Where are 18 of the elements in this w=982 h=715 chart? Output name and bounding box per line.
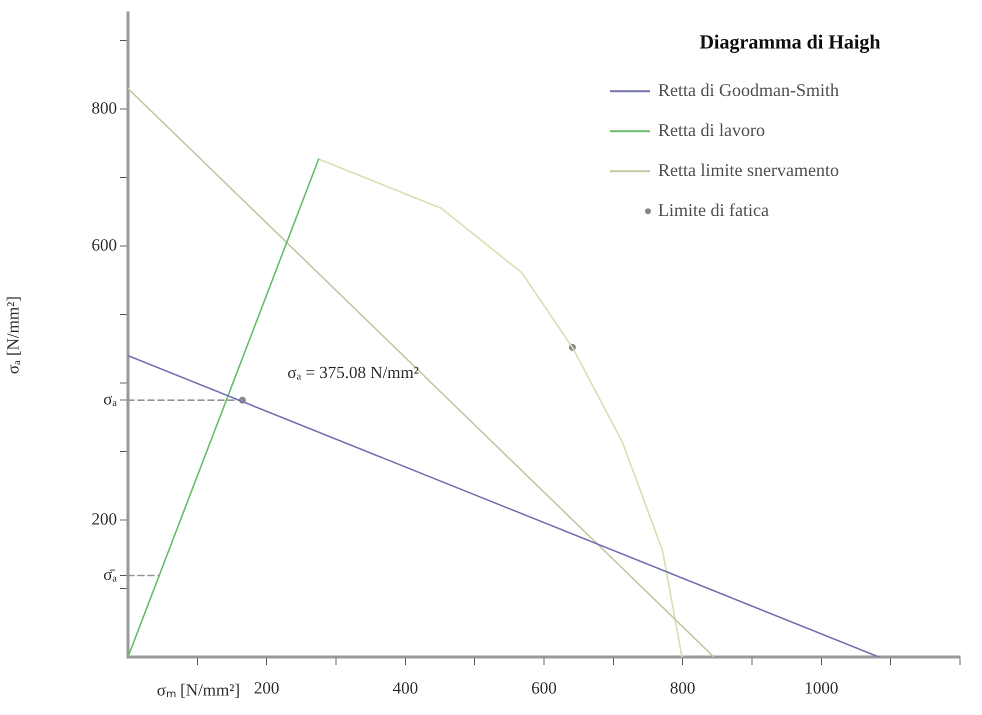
x-tick-label: 1000 (804, 678, 838, 698)
x-tick-label: 600 (531, 678, 557, 698)
x-tick-label: 800 (670, 678, 696, 698)
y-axis-title: σₐ [N/mm²] (4, 296, 23, 374)
y-tick-label: σ̄ₐ (103, 564, 118, 584)
text: Diagramma di Haigh (699, 31, 881, 54)
annotation: σₐ = 375.08 N/mm² (287, 363, 419, 382)
x-tick-label: 200 (254, 678, 280, 698)
y-tick-label: 800 (92, 98, 117, 118)
x-axis-title: σₘ [N/mm²] (156, 680, 240, 700)
y-tick-label: 600 (92, 236, 117, 255)
y-tick-label: 200 (92, 509, 117, 528)
legend-label: Limite di fatica (658, 200, 769, 220)
x-tick-label: 400 (392, 678, 418, 698)
legend-label: Retta di Goodman-Smith (658, 80, 839, 100)
legend-label: Retta limite snervamento (658, 160, 839, 180)
legend-label: Retta di lavoro (658, 120, 765, 140)
y-tick-label: σₐ (103, 390, 118, 409)
